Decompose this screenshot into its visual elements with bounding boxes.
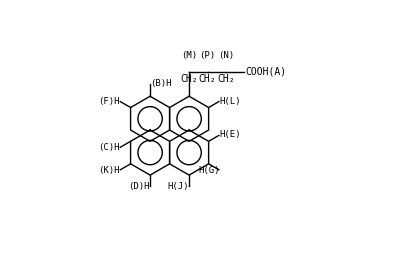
Text: (C)H: (C)H	[98, 143, 119, 152]
Text: (P): (P)	[200, 51, 215, 60]
Text: (F)H: (F)H	[98, 97, 119, 105]
Text: CH₂: CH₂	[217, 74, 235, 84]
Text: H(E): H(E)	[220, 130, 241, 139]
Text: H(J): H(J)	[168, 182, 189, 191]
Text: (N): (N)	[218, 51, 234, 60]
Text: (M): (M)	[181, 51, 197, 60]
Text: CH₂: CH₂	[180, 74, 198, 84]
Text: H(L): H(L)	[220, 97, 241, 105]
Text: (D)H: (D)H	[129, 182, 150, 191]
Text: (B)H: (B)H	[150, 79, 171, 88]
Text: (K)H: (K)H	[98, 166, 119, 175]
Text: COOH(A): COOH(A)	[245, 67, 286, 77]
Text: H(G): H(G)	[198, 166, 220, 175]
Text: CH₂: CH₂	[199, 74, 216, 84]
